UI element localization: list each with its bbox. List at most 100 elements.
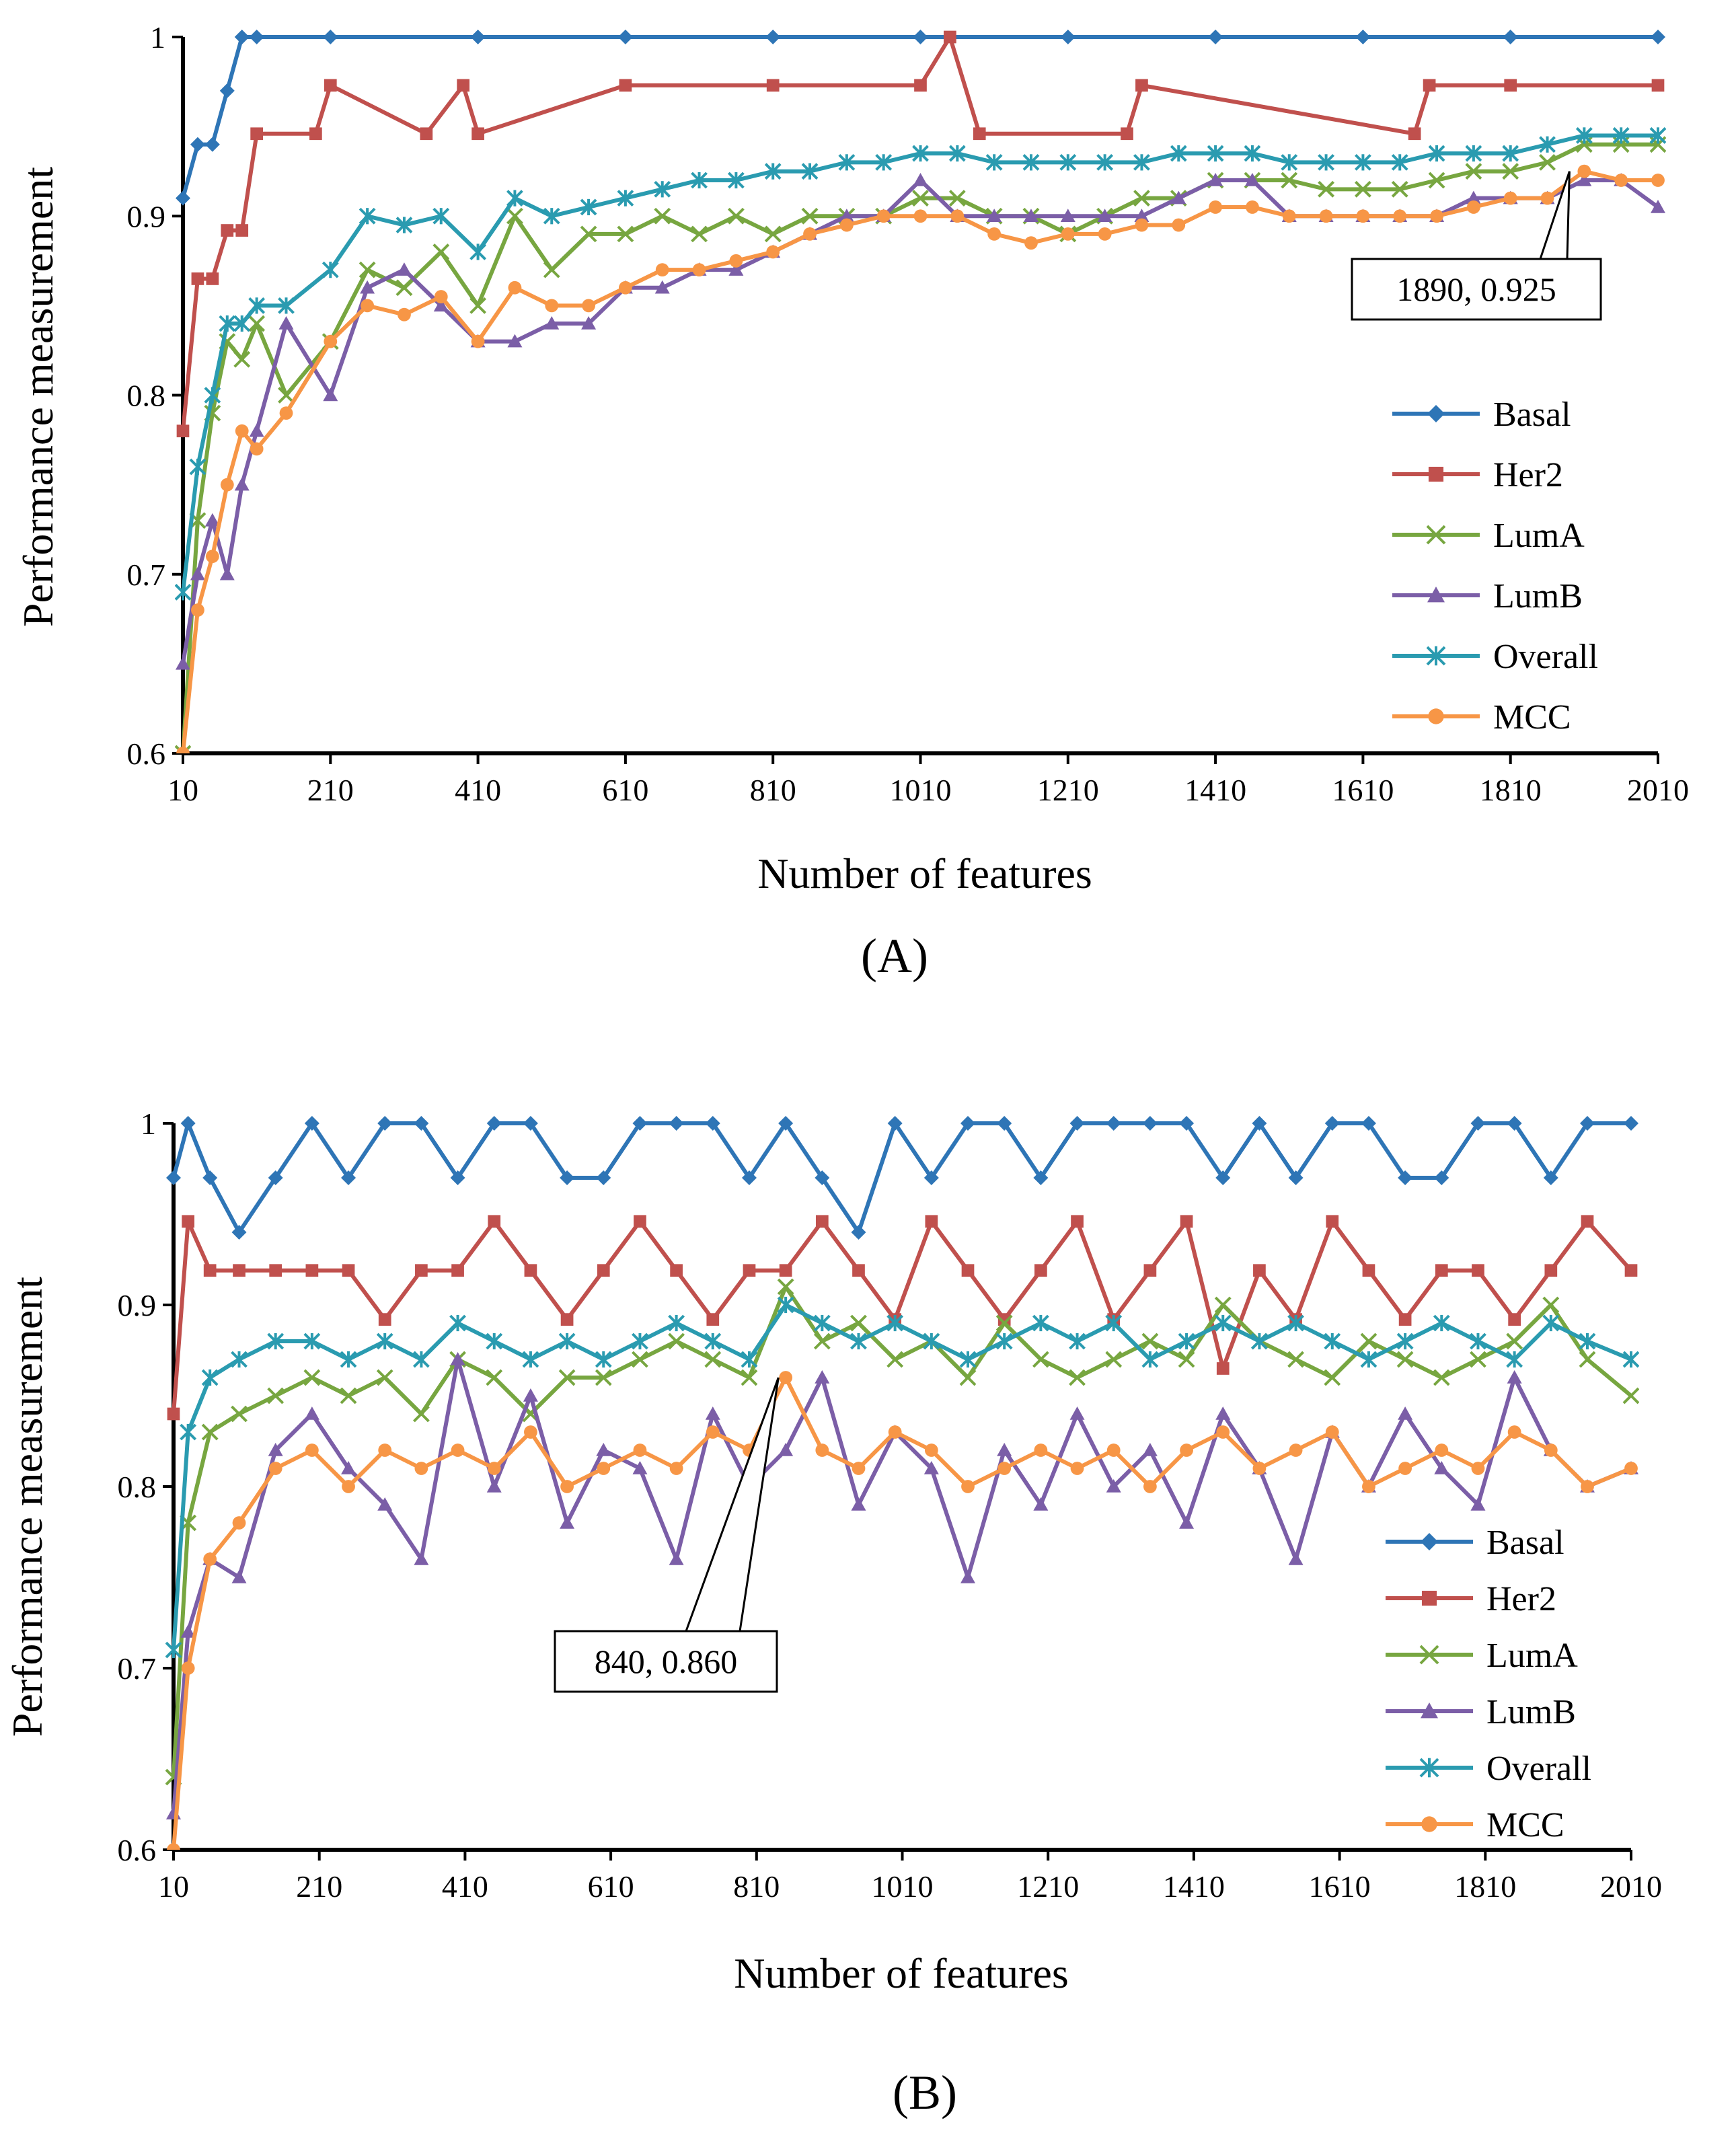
y-axis-title: Performance measurement <box>14 167 62 627</box>
series-her2-point <box>973 127 986 141</box>
series-mcc-point <box>924 1443 938 1457</box>
series-her2-point <box>1472 1264 1484 1277</box>
y-tick-label: 0.7 <box>127 558 166 592</box>
series-mcc-point <box>220 478 234 492</box>
series-mcc-point <box>1034 1443 1048 1457</box>
panel-label: (A) <box>861 929 928 983</box>
series-lumb-point <box>1134 209 1149 223</box>
series-overall-point <box>506 190 523 207</box>
series-her2-point <box>415 1264 428 1277</box>
series-mcc-point <box>451 1443 465 1457</box>
x-axis-title: Number of features <box>757 850 1092 897</box>
series-her2-point <box>1624 1264 1638 1277</box>
series-mcc-point <box>913 209 928 223</box>
series-overall-point <box>201 1369 219 1386</box>
series-lumb-point <box>778 1443 794 1456</box>
series-mcc-point <box>268 1462 282 1475</box>
series-luma-point <box>764 225 782 243</box>
y-tick-label: 0.8 <box>127 379 166 413</box>
series-luma-point <box>1428 172 1445 189</box>
series-lumb-point <box>544 316 560 330</box>
series-lumb-point <box>1507 1370 1522 1384</box>
series-lumb-point <box>414 1552 429 1565</box>
x-tick-label: 1810 <box>1454 1869 1516 1904</box>
series-mcc-point <box>398 307 411 322</box>
series-her2-point <box>560 1313 574 1326</box>
series-overall-point <box>1207 145 1224 162</box>
legend: Basal Her2 LumA LumB Overall MCC <box>1386 1524 1591 1844</box>
series-basal-point <box>1651 30 1665 44</box>
series-basal-point <box>450 1170 465 1185</box>
series-overall-point <box>1096 153 1114 171</box>
series-luma-point <box>801 207 819 225</box>
x-tick-label: 810 <box>750 773 796 807</box>
series-mcc-point <box>414 1462 428 1475</box>
series-overall-point <box>1214 1314 1232 1332</box>
series-luma-point <box>1178 1351 1195 1368</box>
legend-item-lumb: LumB <box>1392 577 1583 615</box>
series-her2-point <box>233 1264 246 1277</box>
series-luma-point <box>1470 1351 1486 1368</box>
legend-swatch-marker <box>1428 466 1444 482</box>
legend-item-overall: Overall <box>1386 1750 1591 1788</box>
series-her2-point <box>1071 1215 1084 1228</box>
series-lumb-point <box>1069 1406 1085 1420</box>
series-her2-point <box>619 79 632 92</box>
series-basal-line <box>172 1121 1631 1234</box>
series-her2-point <box>1504 79 1517 92</box>
series-mcc-point <box>235 424 249 438</box>
series-mcc-point <box>888 1425 902 1439</box>
legend: Basal Her2 LumA LumB Overall MCC <box>1392 396 1598 737</box>
series-mcc-point <box>1024 236 1038 250</box>
series-luma-point <box>995 1314 1013 1332</box>
series-lumb-point <box>815 1370 830 1384</box>
series-her2 <box>167 1215 1638 1421</box>
series-luma-point <box>278 387 295 404</box>
series-lumb-point <box>450 1352 465 1365</box>
y-tick-label: 0.6 <box>118 1833 157 1867</box>
series-mcc-point <box>1540 191 1554 205</box>
chart-a-svg: 0.6 0.7 0.8 0.9 1 10 210 410 610 810 1010 1210 1410 1… <box>14 20 1689 983</box>
series-mcc-point <box>545 299 559 313</box>
x-tick-label: 2010 <box>1627 773 1689 807</box>
panel-label: (B) <box>893 2066 957 2119</box>
series-overall-point <box>248 297 266 314</box>
series-lumb-point <box>1023 209 1039 223</box>
series-lumb-point <box>669 1552 684 1565</box>
legend-label: LumB <box>1493 577 1583 615</box>
series-overall-point <box>322 261 339 278</box>
series-mcc-point <box>1172 218 1186 232</box>
legend-item-lumb: LumB <box>1386 1693 1576 1731</box>
series-mcc-point <box>1061 227 1075 241</box>
series-overall-point <box>1170 145 1187 162</box>
series-overall-point <box>233 315 251 332</box>
series-overall-point <box>1069 1333 1086 1350</box>
series-her2-point <box>191 272 204 285</box>
series-lumb-point <box>377 1497 393 1511</box>
legend-item-mcc: MCC <box>1386 1806 1564 1844</box>
series-overall-point <box>948 145 966 162</box>
series-mcc-point <box>232 1516 246 1530</box>
series-overall-point <box>1612 127 1630 144</box>
series-mcc-point <box>1070 1462 1084 1475</box>
series-lumb-point <box>234 477 250 491</box>
series-mcc-point <box>1435 1443 1449 1457</box>
series-overall-point <box>1032 1314 1049 1332</box>
series-lumb-point <box>231 1570 247 1583</box>
series-luma-point <box>1579 1351 1596 1368</box>
callout-pointer <box>684 1377 780 1633</box>
series-luma-point <box>233 350 251 368</box>
series-mcc-point <box>1466 200 1480 214</box>
series-basal-point <box>765 30 781 44</box>
series-basal-point <box>705 1116 720 1131</box>
x-tick-label: 410 <box>455 773 501 807</box>
series-overall-point <box>1178 1333 1195 1350</box>
series-luma-point <box>412 1405 430 1423</box>
series-her2-point <box>488 1215 501 1228</box>
series-mcc-point <box>1471 1462 1485 1475</box>
series-overall-point <box>432 207 450 225</box>
series-basal-point <box>1543 1170 1558 1185</box>
series-lumb-line <box>172 1357 1632 1814</box>
series-mcc-point <box>1624 1462 1638 1475</box>
series-luma-point <box>469 297 487 314</box>
